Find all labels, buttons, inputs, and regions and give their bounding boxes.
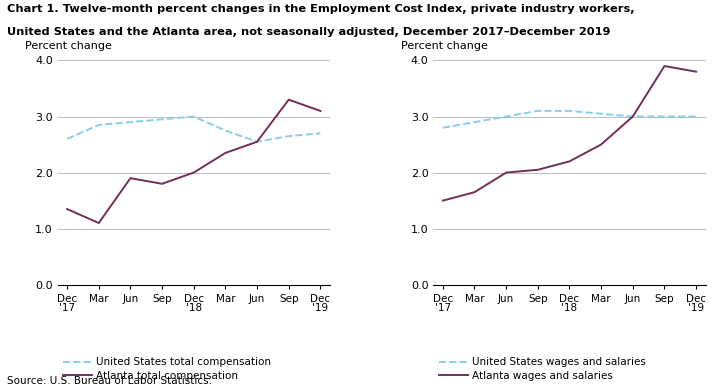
Text: Source: U.S. Bureau of Labor Statistics.: Source: U.S. Bureau of Labor Statistics. xyxy=(7,376,212,386)
Text: Percent change: Percent change xyxy=(25,41,112,51)
Text: Percent change: Percent change xyxy=(400,41,487,51)
Text: Chart 1. Twelve-month percent changes in the Employment Cost Index, private indu: Chart 1. Twelve-month percent changes in… xyxy=(7,4,635,14)
Legend: United States wages and salaries, Atlanta wages and salaries: United States wages and salaries, Atlant… xyxy=(438,357,646,381)
Text: United States and the Atlanta area, not seasonally adjusted, December 2017–Decem: United States and the Atlanta area, not … xyxy=(7,27,611,37)
Legend: United States total compensation, Atlanta total compensation: United States total compensation, Atlant… xyxy=(63,357,271,381)
